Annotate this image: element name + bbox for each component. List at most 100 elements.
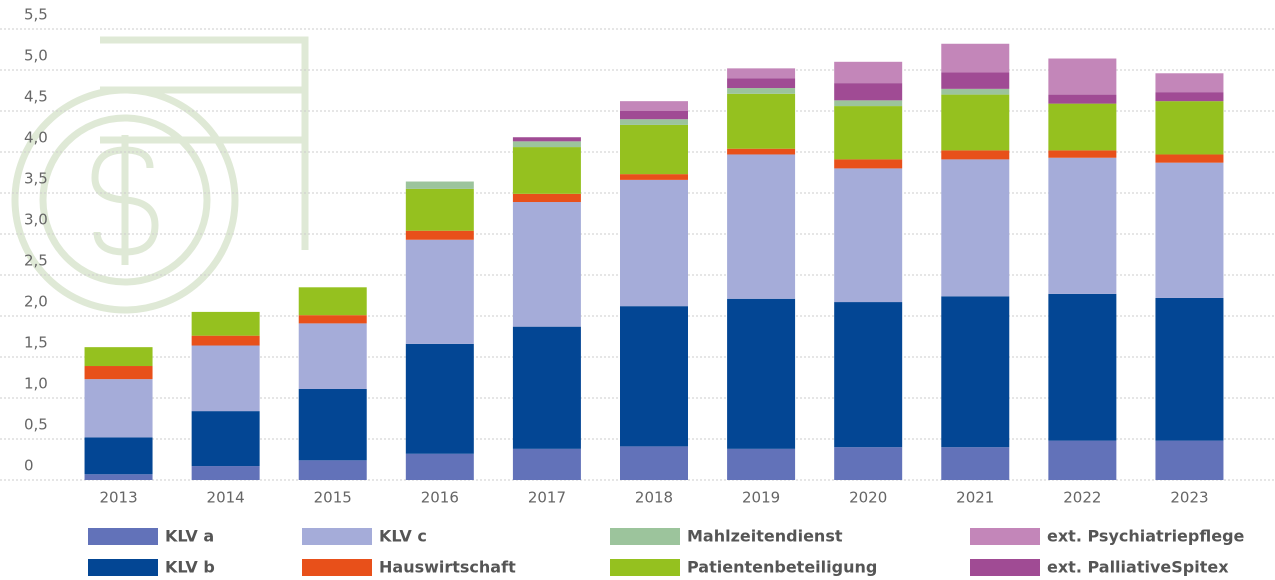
- x-tick-label: 2019: [742, 489, 780, 507]
- bar-segment: [834, 83, 902, 100]
- x-tick-label: 2016: [421, 489, 459, 507]
- bar-segment: [727, 299, 795, 449]
- legend-label: KLV c: [379, 527, 427, 546]
- bar-segment: [727, 78, 795, 88]
- bar-segment: [406, 189, 474, 231]
- bar-segment: [406, 231, 474, 240]
- bar-segment: [513, 147, 581, 194]
- bar-segment: [1048, 59, 1116, 95]
- bar-segment: [299, 323, 367, 389]
- bar-segment: [1048, 150, 1116, 157]
- bar-segment: [941, 89, 1009, 95]
- bar-segment: [85, 437, 153, 474]
- bar-segment: [192, 346, 260, 412]
- bar-segment: [192, 466, 260, 480]
- bar-segment: [727, 88, 795, 94]
- bar-segment: [406, 344, 474, 454]
- bar-segment: [406, 454, 474, 480]
- legend-swatch: [970, 528, 1040, 545]
- watermark-icon: [15, 40, 305, 310]
- bar-segment: [1155, 73, 1223, 92]
- bar-segment: [299, 315, 367, 323]
- bar-segment: [620, 119, 688, 125]
- bar-segment: [941, 447, 1009, 480]
- bar-segment: [727, 154, 795, 298]
- legend-label: KLV b: [165, 558, 215, 577]
- bar-segment: [1155, 154, 1223, 162]
- legend-swatch: [970, 559, 1040, 576]
- bar-segment: [620, 111, 688, 119]
- bar-segment: [620, 174, 688, 180]
- legend-swatch: [610, 559, 680, 576]
- y-tick-label: 5,5: [24, 6, 48, 24]
- bar-segment: [513, 141, 581, 147]
- y-tick-label: 4,0: [24, 129, 48, 147]
- legend-label: Mahlzeitendienst: [687, 527, 843, 546]
- bar-segment: [406, 182, 474, 189]
- y-tick-label: 1,5: [24, 334, 48, 352]
- y-tick-label: 3,0: [24, 211, 48, 229]
- legend-label: KLV a: [165, 527, 214, 546]
- bar-segment: [834, 302, 902, 447]
- bar-segment: [85, 347, 153, 366]
- bar-segment: [299, 389, 367, 460]
- bar-segment: [727, 94, 795, 149]
- y-tick-label: 2,0: [24, 293, 48, 311]
- bar-segment: [941, 150, 1009, 159]
- bar-segment: [1048, 95, 1116, 104]
- legend-label: ext. PalliativeSpitex: [1047, 558, 1229, 577]
- bar-segment: [85, 366, 153, 379]
- y-tick-label: 0,5: [24, 416, 48, 434]
- bar-segment: [513, 137, 581, 141]
- bar-segment: [85, 474, 153, 480]
- x-tick-label: 2014: [207, 489, 245, 507]
- legend-swatch: [302, 528, 372, 545]
- bar-segment: [941, 95, 1009, 151]
- legend-label: Hauswirtschaft: [379, 558, 516, 577]
- page: {"chart_data": {"type": "stacked-bar", "…: [0, 0, 1275, 580]
- bar-segment: [1048, 104, 1116, 151]
- bar-segment: [1048, 158, 1116, 294]
- bar-segment: [834, 62, 902, 83]
- bar-segment: [1155, 163, 1223, 298]
- bar-segment: [620, 101, 688, 111]
- bar-segment: [513, 327, 581, 449]
- legend-swatch: [302, 559, 372, 576]
- bar-segment: [620, 446, 688, 480]
- y-tick-label: 1,0: [24, 375, 48, 393]
- x-tick-label: 2020: [849, 489, 887, 507]
- bar-segment: [406, 240, 474, 344]
- x-tick-label: 2023: [1170, 489, 1208, 507]
- bar-segment: [192, 336, 260, 346]
- y-tick-label: 5,0: [24, 47, 48, 65]
- y-tick-label: 3,5: [24, 170, 48, 188]
- bar-segment: [620, 125, 688, 174]
- chart: 00,51,01,52,02,53,03,54,04,55,05,5201320…: [0, 0, 1275, 580]
- y-tick-label: 0: [24, 457, 34, 475]
- x-tick-label: 2018: [635, 489, 673, 507]
- bar-segment: [1155, 101, 1223, 154]
- bar-segment: [834, 168, 902, 302]
- x-tick-label: 2017: [528, 489, 566, 507]
- y-tick-label: 4,5: [24, 88, 48, 106]
- bar-segment: [727, 149, 795, 155]
- bar-segment: [192, 312, 260, 336]
- bar-segment: [192, 411, 260, 466]
- bar-segment: [85, 379, 153, 437]
- bar-segment: [299, 460, 367, 480]
- bar-segment: [727, 68, 795, 78]
- bar-segment: [727, 449, 795, 480]
- bar-segment: [834, 159, 902, 168]
- bar-segment: [1048, 441, 1116, 480]
- legend-swatch: [88, 559, 158, 576]
- bar-segment: [620, 306, 688, 446]
- bar-segment: [941, 296, 1009, 447]
- legend-swatch: [610, 528, 680, 545]
- x-tick-label: 2021: [956, 489, 994, 507]
- x-tick-label: 2015: [314, 489, 352, 507]
- bar-segment: [1155, 92, 1223, 101]
- bar-segment: [513, 202, 581, 327]
- bar-segment: [513, 194, 581, 202]
- y-tick-label: 2,5: [24, 252, 48, 270]
- bar-segment: [1155, 298, 1223, 441]
